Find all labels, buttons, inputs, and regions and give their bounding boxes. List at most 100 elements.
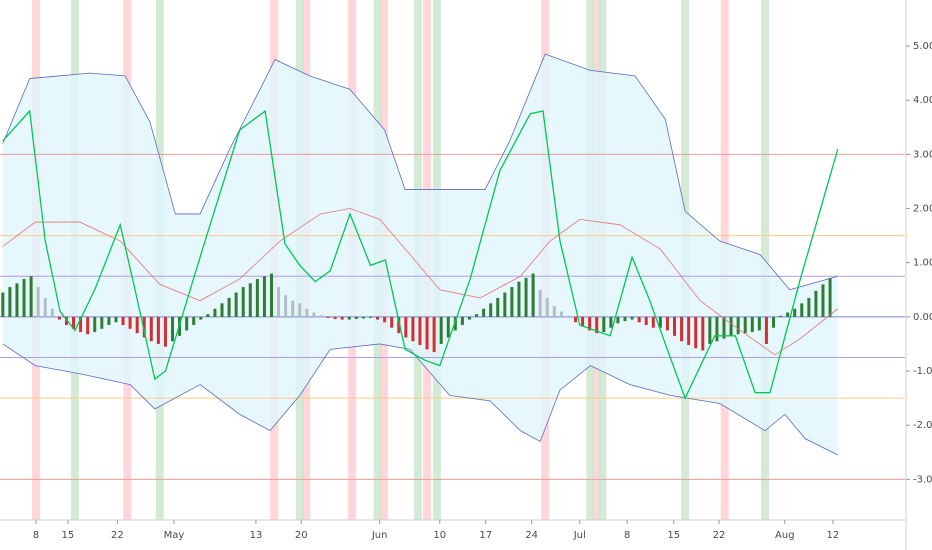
- histogram-bar: [708, 316, 712, 344]
- histogram-bar: [220, 303, 224, 317]
- indicator-line: [2, 208, 839, 356]
- y-tick-label: 1.00: [913, 258, 932, 269]
- histogram-bar: [50, 308, 54, 317]
- histogram-bar: [100, 316, 104, 329]
- histogram-bar: [397, 316, 401, 334]
- histogram-bar: [319, 315, 323, 317]
- histogram-bar: [270, 273, 273, 317]
- x-tick-label: May: [164, 530, 185, 541]
- histogram-bar: [291, 300, 295, 317]
- histogram-bar: [149, 316, 153, 342]
- histogram-bar: [446, 316, 450, 338]
- histogram-bar: [771, 316, 775, 328]
- histogram-bar: [460, 316, 464, 325]
- histogram-bar: [312, 312, 316, 317]
- histogram-bar: [432, 316, 436, 353]
- histogram-bar: [298, 303, 302, 317]
- histogram-bar: [545, 297, 549, 317]
- histogram-bar: [107, 316, 111, 325]
- histogram-bar: [376, 316, 380, 320]
- histogram-bar: [340, 316, 344, 320]
- x-tick-label: 13: [250, 530, 263, 541]
- histogram-bar: [411, 316, 415, 342]
- histogram-bar: [764, 316, 768, 344]
- histogram-bar: [701, 316, 705, 351]
- histogram-bar: [807, 297, 811, 317]
- histogram-bar: [467, 316, 471, 320]
- histogram-bar: [786, 312, 790, 317]
- histogram-bar: [262, 276, 266, 317]
- histogram-bar: [630, 316, 634, 320]
- histogram-bar: [383, 316, 387, 323]
- histogram-bar: [482, 308, 486, 317]
- x-tick-label: Jul: [573, 530, 586, 541]
- histogram-bar: [722, 316, 726, 339]
- histogram-bar: [425, 316, 429, 350]
- x-tick-label: 10: [433, 530, 446, 541]
- histogram-bar: [156, 316, 160, 344]
- histogram-bar: [206, 314, 210, 317]
- histogram-bar: [15, 283, 19, 317]
- histogram-bar: [800, 303, 804, 317]
- histogram-bar: [404, 316, 408, 338]
- histogram-bar: [757, 316, 761, 331]
- histogram-bar: [729, 316, 733, 336]
- histogram-bar: [43, 297, 47, 317]
- histogram-bar: [687, 316, 691, 346]
- indicator-line: [2, 53, 838, 291]
- histogram-bar: [418, 316, 422, 346]
- histogram-bar: [248, 283, 252, 317]
- x-tick-label: 12: [827, 530, 840, 541]
- histogram-bar: [36, 287, 40, 317]
- x-tick-label: Jun: [371, 530, 388, 541]
- histogram-bar: [609, 316, 613, 328]
- histogram-bar: [665, 316, 669, 331]
- histogram-bar: [453, 316, 457, 331]
- histogram-bar: [86, 316, 90, 335]
- histogram-bar: [199, 316, 203, 320]
- x-tick-label: Aug: [775, 530, 795, 541]
- histogram-bar: [779, 315, 783, 317]
- histogram-bar: [588, 316, 592, 331]
- histogram-bar: [694, 316, 698, 349]
- histogram-bar: [651, 316, 655, 328]
- histogram-bar: [305, 308, 309, 317]
- histogram-bar: [1, 292, 5, 317]
- histogram-bar: [163, 316, 167, 347]
- histogram-bar: [128, 316, 132, 329]
- x-tick-label: 8: [33, 530, 39, 541]
- x-tick-label: 20: [295, 530, 308, 541]
- histogram-bar: [72, 316, 76, 329]
- histogram-bar: [552, 306, 556, 317]
- x-tick-label: 22: [111, 530, 124, 541]
- histogram-bar: [185, 316, 189, 331]
- histogram-bar: [559, 311, 563, 317]
- x-tick-label: 15: [667, 530, 680, 541]
- plot-area: [0, 0, 905, 520]
- histogram-bar: [750, 316, 754, 333]
- histogram-bar: [637, 316, 641, 323]
- histogram-bar: [531, 273, 535, 317]
- x-tick-label: 22: [713, 530, 726, 541]
- histogram-bar: [93, 316, 97, 333]
- histogram-bar: [227, 297, 231, 317]
- histogram-bar: [595, 316, 599, 334]
- histogram-bar: [79, 316, 83, 333]
- histogram-bar: [213, 308, 217, 317]
- histogram-bar: [602, 316, 606, 333]
- histogram-bar: [29, 276, 33, 317]
- y-tick-label: 5.00: [913, 41, 932, 52]
- histogram-bar: [255, 278, 259, 317]
- histogram-bar: [347, 316, 351, 320]
- histogram-bar: [581, 316, 585, 327]
- histogram-bar: [715, 316, 719, 342]
- histogram-bar: [524, 277, 528, 317]
- histogram-bar: [736, 316, 740, 335]
- histogram-bar: [8, 287, 12, 317]
- x-tick-label: 15: [62, 530, 75, 541]
- histogram-bar: [241, 287, 245, 317]
- histogram-bar: [368, 316, 372, 318]
- x-tick-label: 17: [479, 530, 492, 541]
- y-tick-label: 3.00: [913, 149, 932, 160]
